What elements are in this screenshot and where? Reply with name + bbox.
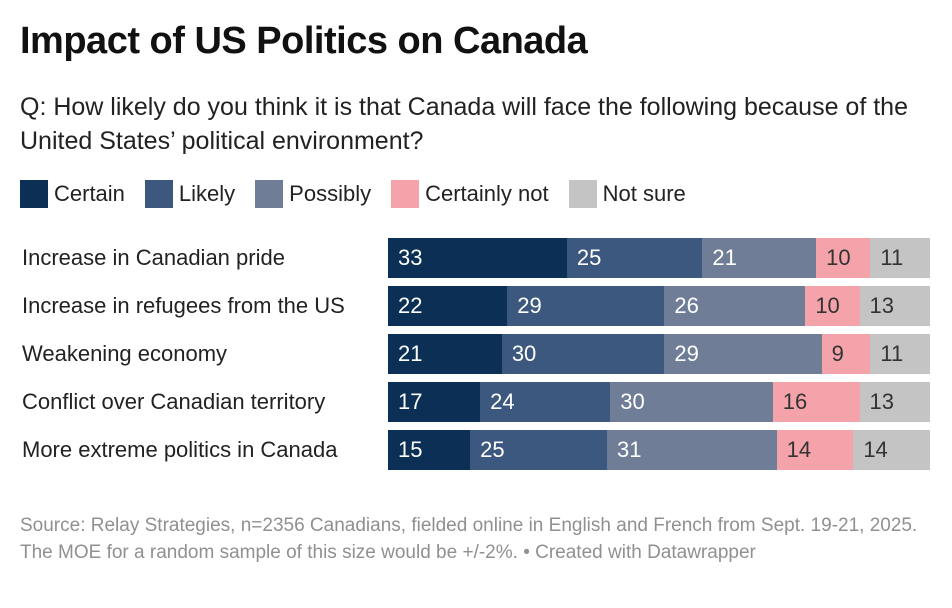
legend-swatch [20, 180, 48, 208]
legend-item-possibly: Possibly [255, 180, 371, 208]
bar-segment-not-sure: 13 [859, 286, 930, 326]
legend-label: Possibly [289, 181, 372, 206]
bar-row: 33 25 21 10 11 [388, 238, 930, 278]
legend-label: Certainly not [425, 181, 549, 206]
bar-segment-certainly-not: 14 [776, 430, 854, 470]
bar-segment-certain: 17 [388, 382, 481, 422]
row-label: More extreme politics in Canada [22, 437, 338, 462]
legend-swatch [144, 180, 173, 208]
bar-row: 17 24 30 16 13 [388, 382, 930, 422]
bar-segment-likely: 25 [470, 430, 607, 470]
bar-segment-possibly: 29 [664, 334, 822, 374]
legend-item-certain: Certain [20, 180, 125, 208]
bar-segment-possibly: 31 [606, 430, 777, 470]
legend-label: Certain [54, 181, 125, 206]
bar-row: 15 25 31 14 14 [388, 430, 930, 470]
row-label: Conflict over Canadian territory [22, 389, 326, 414]
legend-swatch [255, 180, 284, 208]
legend-item-not-sure: Not sure [568, 180, 686, 208]
bar-segment-not-sure: 13 [859, 382, 930, 422]
bar-segment-certainly-not: 16 [772, 382, 860, 422]
bar-segment-certainly-not: 10 [805, 286, 860, 326]
bar-segment-likely: 25 [566, 238, 703, 278]
chart-subtitle: Q: How likely do you think it is that Ca… [20, 93, 908, 155]
bar-segment-certainly-not: 9 [821, 334, 871, 374]
legend-label: Not sure [602, 181, 686, 206]
bar-row: 21 30 29 9 11 [388, 334, 930, 374]
legend: Certain Likely Possibly Certainly not Not su… [20, 180, 706, 208]
legend-swatch [391, 180, 420, 208]
bar-segment-certainly-not: 10 [816, 238, 871, 278]
legend-item-likely: Likely [144, 180, 236, 208]
legend-label: Likely [178, 181, 236, 206]
row-label: Weakening economy [22, 341, 228, 366]
legend-swatch [568, 180, 597, 208]
bar-segment-certain: 22 [388, 286, 508, 326]
chart-title: Impact of US Politics on Canada [20, 20, 588, 62]
bar-segment-possibly: 21 [702, 238, 817, 278]
source-note: Source: Relay Strategies, n=2356 Canadia… [20, 515, 918, 563]
bar-segment-possibly: 26 [664, 286, 806, 326]
bar-segment-certain: 21 [388, 334, 502, 374]
row-label: Increase in refugees from the US [22, 293, 345, 318]
bar-segment-not-sure: 11 [870, 238, 930, 278]
bar-segment-not-sure: 14 [853, 430, 930, 470]
bar-segment-not-sure: 11 [870, 334, 930, 374]
legend-item-certainly-not: Certainly not [391, 180, 549, 208]
bar-segment-certain: 15 [388, 430, 471, 470]
bar-segment-likely: 29 [507, 286, 665, 326]
bar-row: 22 29 26 10 13 [388, 286, 930, 326]
bar-segment-likely: 24 [480, 382, 611, 422]
bar-segment-certain: 33 [388, 238, 567, 278]
bar-segment-possibly: 30 [610, 382, 773, 422]
bar-segment-likely: 30 [501, 334, 665, 374]
row-label: Increase in Canadian pride [22, 245, 285, 270]
